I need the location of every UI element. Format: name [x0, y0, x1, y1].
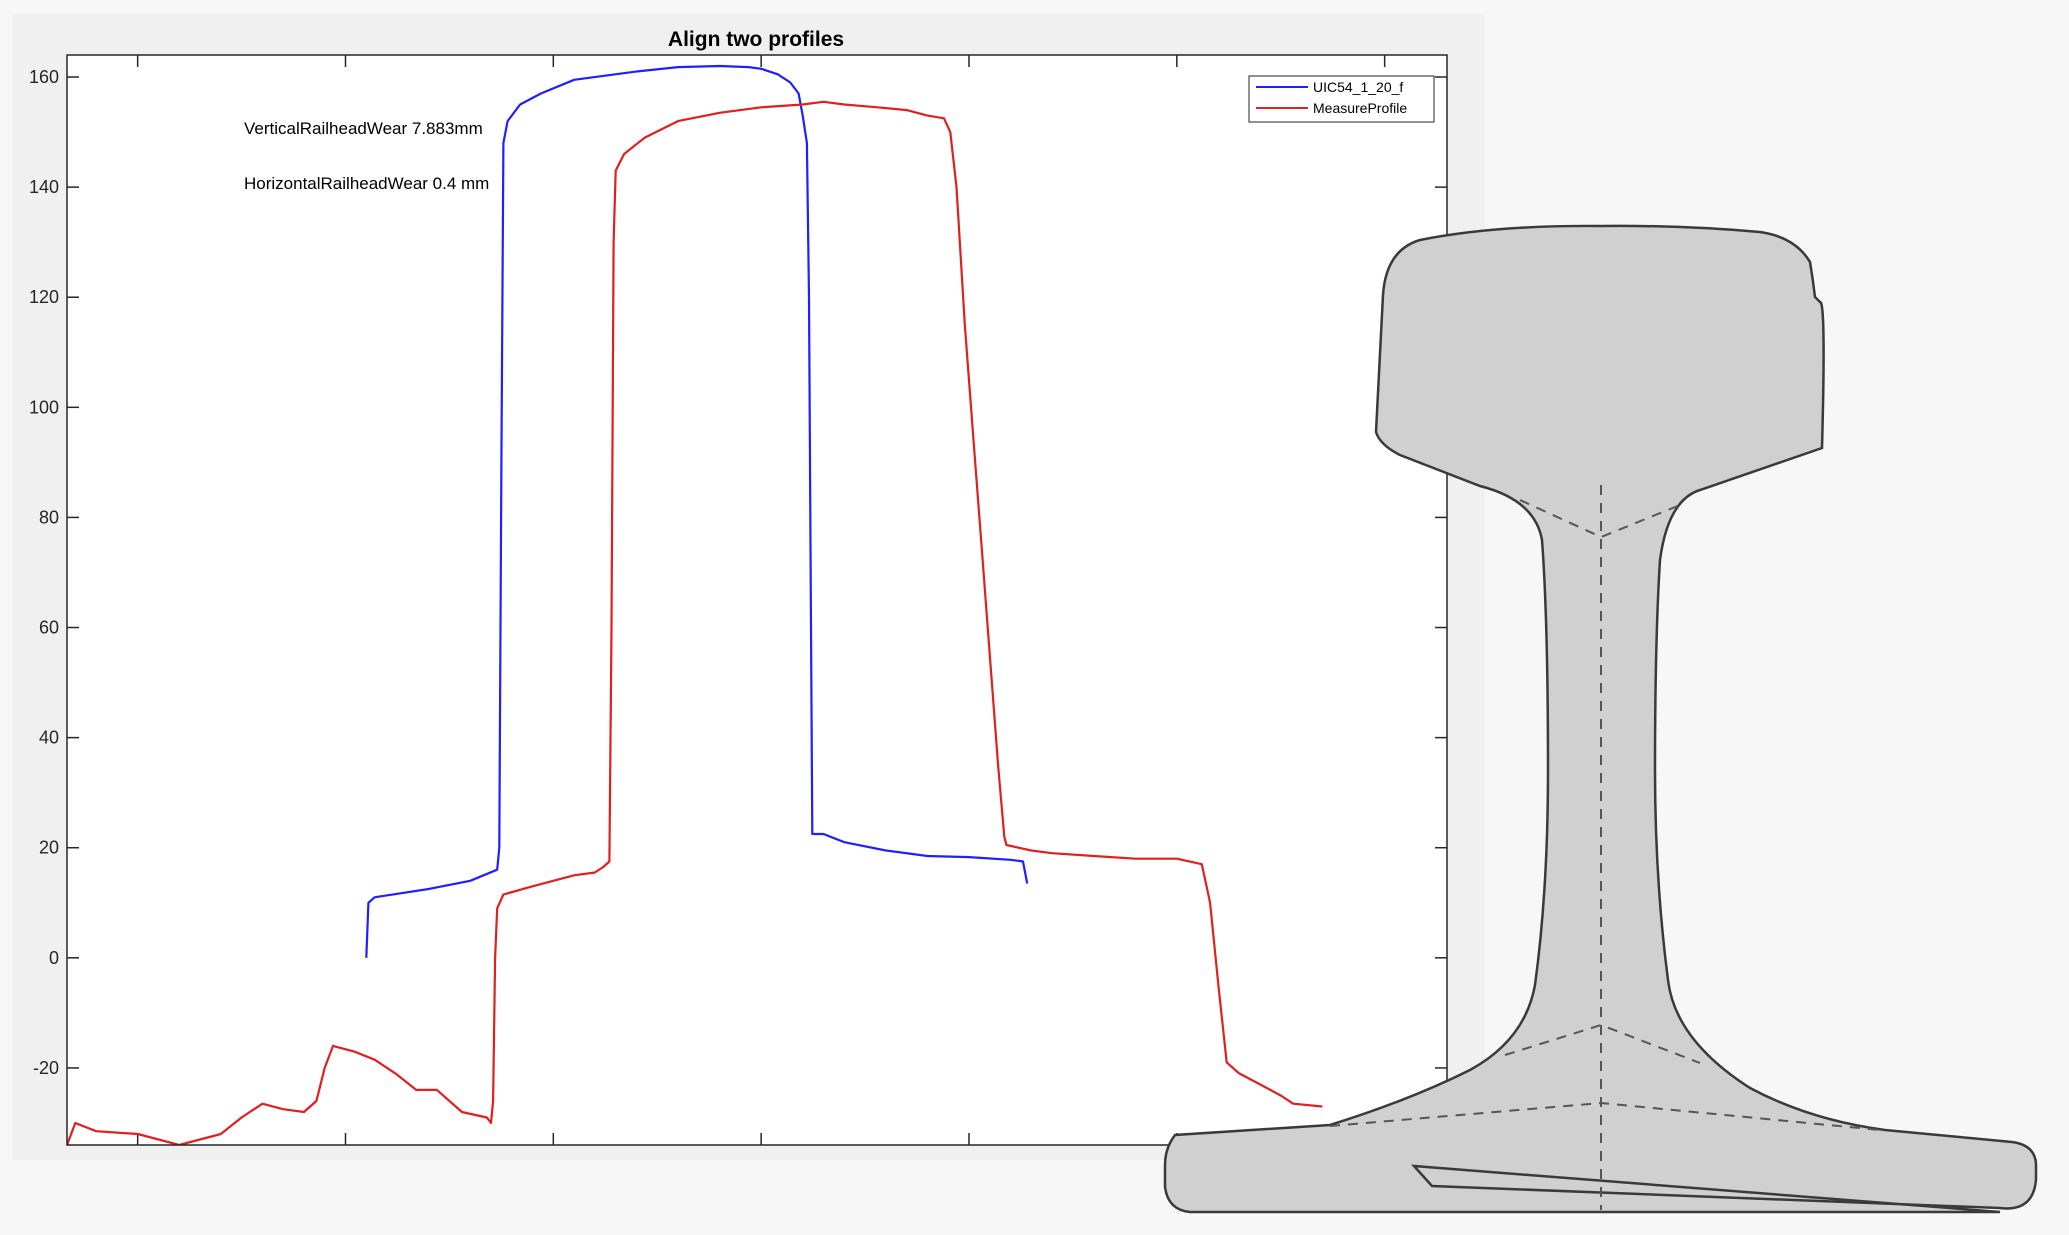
y-tick-label: 140 — [29, 177, 59, 197]
y-tick-label: 120 — [29, 287, 59, 307]
vertical-wear-annotation: VerticalRailheadWear 7.883mm — [244, 119, 483, 138]
y-tick-label: 80 — [39, 507, 59, 527]
y-tick-label: 60 — [39, 618, 59, 638]
y-tick-label: 160 — [29, 67, 59, 87]
legend-label-uic54: UIC54_1_20_f — [1313, 79, 1403, 95]
y-tick-label: 20 — [39, 838, 59, 858]
legend-label-measure: MeasureProfile — [1313, 100, 1407, 116]
horizontal-wear-annotation: HorizontalRailheadWear 0.4 mm — [244, 174, 489, 193]
y-tick-label: 100 — [29, 397, 59, 417]
plot-area — [67, 55, 1447, 1145]
y-tick-label: 0 — [49, 948, 59, 968]
y-tick-label: -20 — [33, 1058, 59, 1078]
chart-title: Align two profiles — [668, 28, 844, 51]
legend: UIC54_1_20_f MeasureProfile — [1249, 76, 1434, 122]
y-tick-label: 40 — [39, 728, 59, 748]
